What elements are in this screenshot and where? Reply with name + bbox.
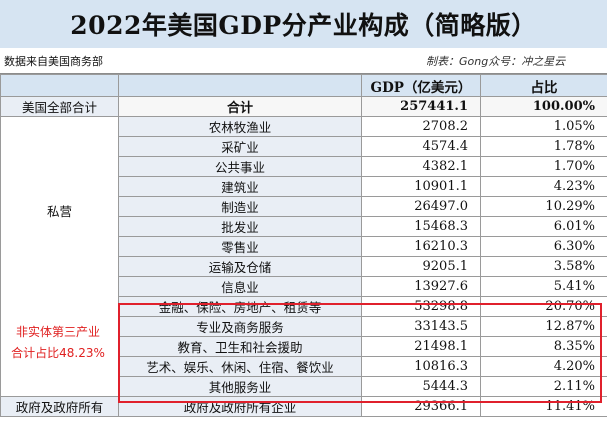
industry-name: 制造业 xyxy=(118,196,362,217)
industry-share: 8.35% xyxy=(480,336,607,357)
table-row: 制造业 26497.0 10.29% xyxy=(1,196,607,217)
industry-gdp: 26497.0 xyxy=(361,196,481,217)
industry-name: 零售业 xyxy=(118,236,362,257)
industry-share: 12.87% xyxy=(480,316,607,337)
industry-name: 批发业 xyxy=(118,216,362,237)
private-category-label: 私营 xyxy=(46,204,72,219)
industry-name: 其他服务业 xyxy=(118,376,362,397)
tertiary-share-note: 非实体第三产业 合计占比48.23% xyxy=(6,322,110,364)
industry-name: 农林牧渔业 xyxy=(118,116,362,137)
industry-gdp: 10816.3 xyxy=(361,356,481,377)
industry-name: 金融、保险、房地产、租赁等 xyxy=(118,296,362,317)
header-blank-2 xyxy=(118,74,362,97)
page-title: 2022年美国GDP分产业构成（简略版） xyxy=(0,0,607,48)
header-gdp: GDP（亿美元） xyxy=(361,74,481,97)
industry-share: 10.29% xyxy=(480,196,607,217)
table-row: 艺术、娱乐、休闲、住宿、餐饮业 10816.3 4.20% xyxy=(1,356,607,377)
industry-gdp: 15468.3 xyxy=(361,216,481,237)
government-category: 政府及政府所有 xyxy=(0,396,119,417)
table-row: 公共事业 4382.1 1.70% xyxy=(1,156,607,177)
industry-name: 艺术、娱乐、休闲、住宿、餐饮业 xyxy=(118,356,362,377)
industry-share: 2.11% xyxy=(480,376,607,397)
industry-gdp: 5444.3 xyxy=(361,376,481,397)
gdp-table: GDP（亿美元） 占比 美国全部合计 合计 257441.1 100.00% 私… xyxy=(0,74,607,417)
header-share: 占比 xyxy=(480,74,607,97)
industry-share: 20.70% xyxy=(480,296,607,317)
industry-share: 1.70% xyxy=(480,156,607,177)
note-line-2: 合计占比48.23% xyxy=(11,346,105,360)
industry-name: 公共事业 xyxy=(118,156,362,177)
industry-name: 运输及仓储 xyxy=(118,256,362,277)
industry-share: 5.41% xyxy=(480,276,607,297)
table-header-row: GDP（亿美元） 占比 xyxy=(0,74,607,97)
industry-share: 1.78% xyxy=(480,136,607,157)
table-row: 信息业 13927.6 5.41% xyxy=(1,276,607,297)
industry-gdp: 2708.2 xyxy=(361,116,481,137)
industry-share: 6.01% xyxy=(480,216,607,237)
total-row: 美国全部合计 合计 257441.1 100.00% xyxy=(0,96,607,117)
industry-name: 教育、卫生和社会援助 xyxy=(118,336,362,357)
total-gdp: 257441.1 xyxy=(361,96,481,117)
industry-gdp: 16210.3 xyxy=(361,236,481,257)
credit-note: 制表：Gong众号：冲之星云 xyxy=(426,54,566,68)
industry-gdp: 13927.6 xyxy=(361,276,481,297)
industry-gdp: 53298.8 xyxy=(361,296,481,317)
government-share: 11.41% xyxy=(480,396,607,417)
government-row: 政府及政府所有 政府及政府所有企业 29366.1 11.41% xyxy=(0,396,607,417)
total-category: 美国全部合计 xyxy=(0,96,119,117)
table-row: 零售业 16210.3 6.30% xyxy=(1,236,607,257)
table-row: 运输及仓储 9205.1 3.58% xyxy=(1,256,607,277)
industry-gdp: 4574.4 xyxy=(361,136,481,157)
subtitle-bar: 数据来自美国商务部 制表：Gong众号：冲之星云 xyxy=(0,48,607,74)
industry-share: 6.30% xyxy=(480,236,607,257)
industry-name: 信息业 xyxy=(118,276,362,297)
industry-share: 4.23% xyxy=(480,176,607,197)
industry-name: 采矿业 xyxy=(118,136,362,157)
industry-name: 建筑业 xyxy=(118,176,362,197)
table-row: 私营 农林牧渔业 2708.2 1.05% xyxy=(0,116,607,397)
government-name: 政府及政府所有企业 xyxy=(118,396,362,417)
government-gdp: 29366.1 xyxy=(361,396,481,417)
industry-name: 专业及商务服务 xyxy=(118,316,362,337)
industry-gdp: 9205.1 xyxy=(361,256,481,277)
industry-share: 4.20% xyxy=(480,356,607,377)
industry-gdp: 33143.5 xyxy=(361,316,481,337)
industry-gdp: 10901.1 xyxy=(361,176,481,197)
industry-share: 3.58% xyxy=(480,256,607,277)
private-category-cell: 私营 xyxy=(0,116,119,397)
note-line-1: 非实体第三产业 xyxy=(15,325,100,339)
table-row: 建筑业 10901.1 4.23% xyxy=(1,176,607,197)
total-share: 100.00% xyxy=(480,96,607,117)
table-row: 采矿业 4574.4 1.78% xyxy=(1,136,607,157)
table-row: 金融、保险、房地产、租赁等 53298.8 20.70% xyxy=(1,296,607,317)
industry-gdp: 21498.1 xyxy=(361,336,481,357)
header-blank-1 xyxy=(0,74,119,97)
source-note: 数据来自美国商务部 xyxy=(4,54,103,68)
industry-share: 1.05% xyxy=(480,116,607,137)
total-label: 合计 xyxy=(118,96,362,117)
industry-gdp: 4382.1 xyxy=(361,156,481,177)
